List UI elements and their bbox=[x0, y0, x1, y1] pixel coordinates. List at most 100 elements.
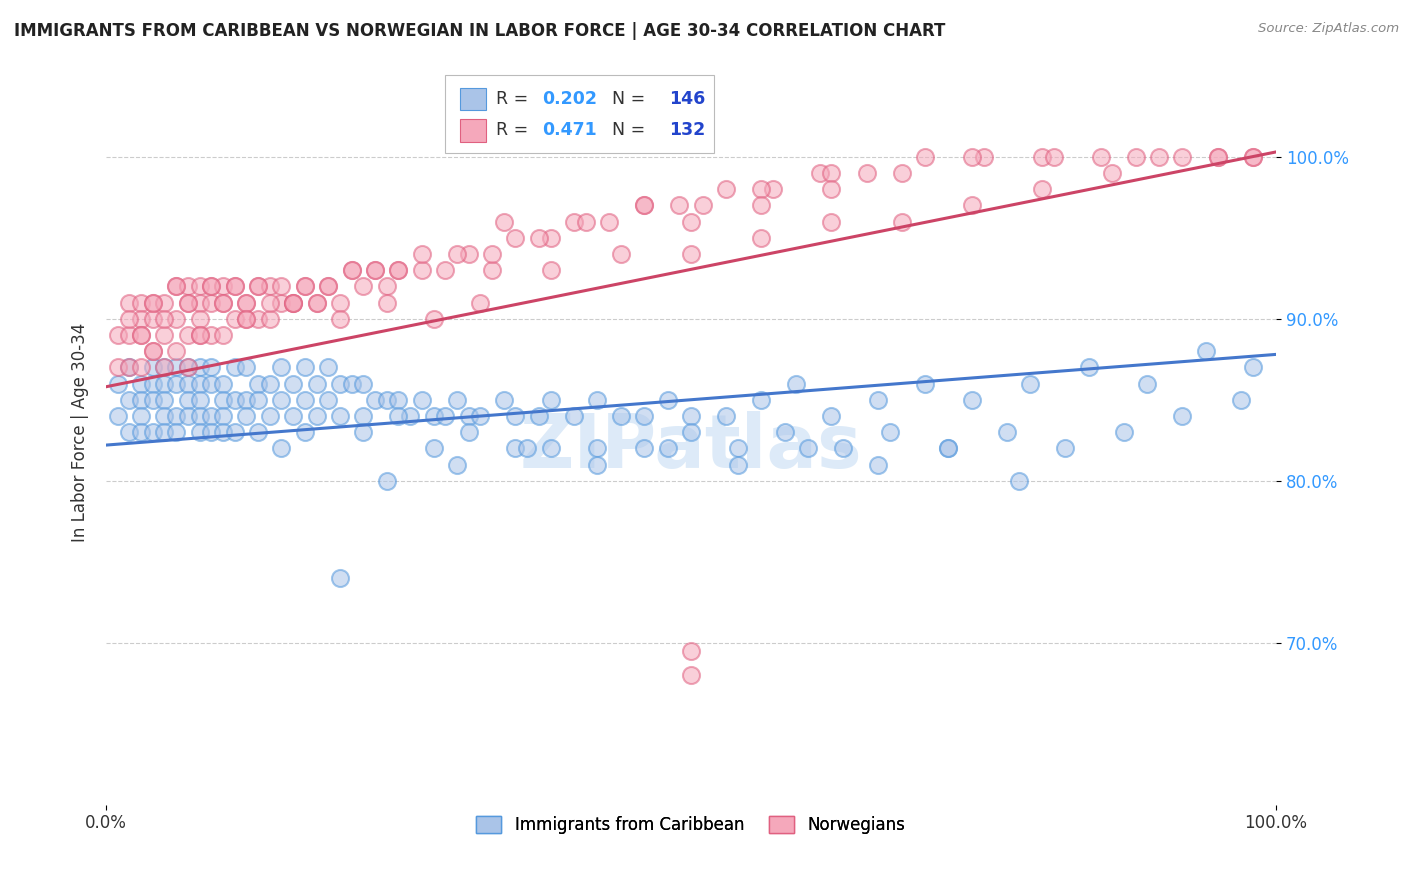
Point bbox=[294, 360, 316, 375]
Point bbox=[516, 442, 538, 456]
Point bbox=[375, 295, 398, 310]
Point bbox=[153, 328, 176, 343]
Point bbox=[610, 409, 633, 423]
Point bbox=[411, 263, 433, 277]
Point bbox=[142, 344, 165, 359]
Point bbox=[224, 311, 246, 326]
Point bbox=[340, 263, 363, 277]
Point bbox=[340, 376, 363, 391]
Point bbox=[153, 295, 176, 310]
Point bbox=[340, 263, 363, 277]
Point bbox=[364, 392, 387, 407]
Point bbox=[142, 392, 165, 407]
Point bbox=[679, 644, 702, 658]
Point bbox=[1206, 150, 1229, 164]
Point bbox=[422, 442, 444, 456]
Point bbox=[679, 425, 702, 439]
Point bbox=[107, 360, 129, 375]
Point bbox=[540, 442, 562, 456]
Point bbox=[633, 442, 655, 456]
Point bbox=[235, 295, 257, 310]
Point bbox=[177, 360, 200, 375]
Point bbox=[797, 442, 820, 456]
Point bbox=[259, 376, 281, 391]
Point bbox=[960, 392, 983, 407]
Point bbox=[118, 311, 141, 326]
Point bbox=[224, 360, 246, 375]
Point bbox=[399, 409, 422, 423]
Point bbox=[470, 295, 492, 310]
Point bbox=[586, 442, 609, 456]
Point bbox=[586, 392, 609, 407]
Point bbox=[457, 409, 479, 423]
Point bbox=[200, 409, 222, 423]
Point bbox=[305, 295, 328, 310]
Point bbox=[270, 442, 292, 456]
Point bbox=[281, 295, 304, 310]
Point bbox=[316, 279, 339, 293]
Point bbox=[129, 328, 152, 343]
Point bbox=[1101, 166, 1123, 180]
Point bbox=[129, 328, 152, 343]
Point bbox=[142, 376, 165, 391]
Point bbox=[177, 295, 200, 310]
Point bbox=[329, 295, 352, 310]
Point bbox=[1230, 392, 1253, 407]
Point bbox=[281, 409, 304, 423]
Point bbox=[727, 442, 749, 456]
Point bbox=[107, 376, 129, 391]
Point bbox=[107, 328, 129, 343]
Point bbox=[657, 442, 679, 456]
Point bbox=[305, 295, 328, 310]
Point bbox=[890, 214, 912, 228]
Point bbox=[270, 360, 292, 375]
Point bbox=[259, 311, 281, 326]
Point bbox=[973, 150, 995, 164]
Point bbox=[177, 328, 200, 343]
Point bbox=[247, 279, 270, 293]
Point bbox=[773, 425, 796, 439]
Point bbox=[540, 263, 562, 277]
Point bbox=[177, 295, 200, 310]
Point bbox=[446, 247, 468, 261]
Point bbox=[820, 166, 842, 180]
Point bbox=[329, 376, 352, 391]
Point bbox=[1171, 409, 1194, 423]
Point bbox=[316, 392, 339, 407]
Point bbox=[118, 328, 141, 343]
Text: Source: ZipAtlas.com: Source: ZipAtlas.com bbox=[1258, 22, 1399, 36]
Point bbox=[129, 392, 152, 407]
Text: 0.202: 0.202 bbox=[543, 90, 598, 108]
Point bbox=[294, 279, 316, 293]
Point bbox=[165, 279, 187, 293]
Point bbox=[188, 279, 211, 293]
Point bbox=[1077, 360, 1099, 375]
Point bbox=[668, 198, 690, 212]
Point bbox=[1125, 150, 1147, 164]
Point bbox=[118, 360, 141, 375]
Point bbox=[879, 425, 901, 439]
Point bbox=[364, 263, 387, 277]
Point bbox=[200, 376, 222, 391]
Point bbox=[281, 376, 304, 391]
Point bbox=[855, 166, 877, 180]
Point bbox=[820, 409, 842, 423]
Text: 0.471: 0.471 bbox=[543, 120, 598, 138]
Point bbox=[259, 279, 281, 293]
Point bbox=[481, 247, 503, 261]
Point bbox=[212, 425, 235, 439]
Point bbox=[375, 474, 398, 488]
Point bbox=[153, 360, 176, 375]
Point bbox=[633, 198, 655, 212]
Point bbox=[375, 279, 398, 293]
FancyBboxPatch shape bbox=[461, 88, 486, 111]
Point bbox=[259, 295, 281, 310]
Point bbox=[200, 425, 222, 439]
Point bbox=[177, 279, 200, 293]
Point bbox=[281, 295, 304, 310]
Point bbox=[446, 392, 468, 407]
Point bbox=[352, 425, 374, 439]
Point bbox=[200, 295, 222, 310]
Point bbox=[749, 392, 772, 407]
Text: R =: R = bbox=[495, 120, 533, 138]
